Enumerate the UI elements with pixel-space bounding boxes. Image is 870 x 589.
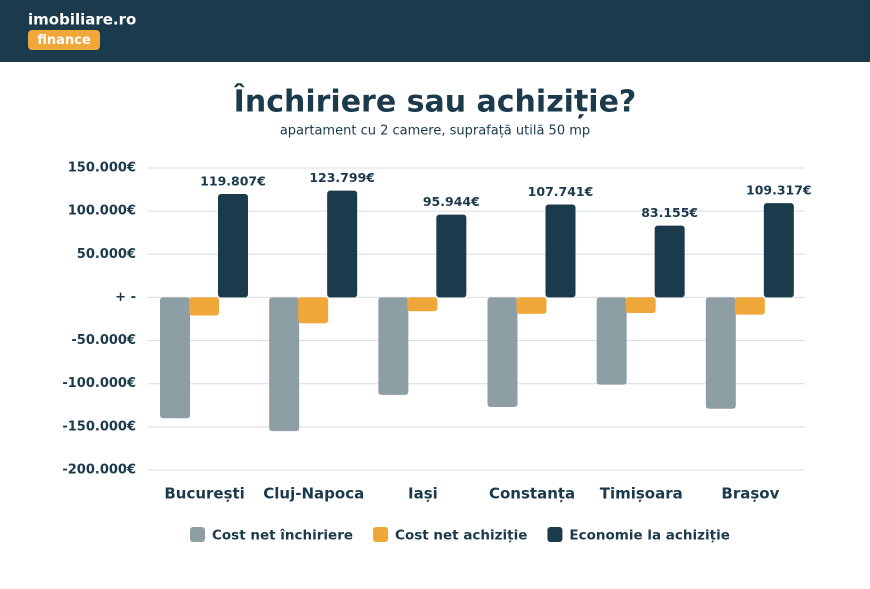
y-tick-label: -50.000€ <box>71 333 136 348</box>
x-tick-label: Iași <box>408 485 438 503</box>
bar <box>705 297 736 409</box>
bar <box>160 297 190 419</box>
value-label: 123.799€ <box>309 170 375 185</box>
logo: imobiliare.ro <box>28 11 136 29</box>
bar <box>654 225 685 298</box>
legend-swatch <box>547 527 563 542</box>
chart-subtitle: apartament cu 2 camere, suprafață utilă … <box>280 124 590 139</box>
value-label: 107.741€ <box>528 184 594 199</box>
bar <box>269 297 300 432</box>
bar <box>189 297 219 316</box>
y-tick-label: 150.000€ <box>68 161 136 176</box>
legend-label: Economie la achiziție <box>569 528 729 544</box>
badge: finance <box>37 33 91 48</box>
x-tick-label: Cluj-Napoca <box>263 485 364 503</box>
bar <box>596 297 627 385</box>
y-tick-label: -200.000€ <box>62 463 136 478</box>
chart-title: Închiriere sau achiziție? <box>234 84 637 120</box>
x-tick-label: București <box>164 485 245 503</box>
legend-label: Cost net închiriere <box>212 528 353 544</box>
x-tick-label: Brașov <box>721 485 779 503</box>
value-label: 109.317€ <box>746 183 812 198</box>
bar <box>545 204 576 298</box>
value-label: 119.807€ <box>200 174 266 189</box>
x-tick-label: Constanța <box>489 485 575 503</box>
badge-bg <box>28 30 100 50</box>
bar <box>298 297 329 324</box>
y-tick-label: -150.000€ <box>62 419 136 434</box>
legend-swatch <box>373 527 389 542</box>
bar <box>407 297 438 312</box>
x-tick-label: Timișoara <box>600 485 683 503</box>
y-tick-label: 50.000€ <box>77 247 136 262</box>
value-label: 83.155€ <box>641 205 698 220</box>
bar <box>516 297 547 314</box>
legend-swatch <box>190 527 205 542</box>
bar <box>218 194 248 298</box>
y-tick-label: 100.000€ <box>68 204 136 219</box>
bar <box>734 297 765 315</box>
y-tick-label: -100.000€ <box>62 376 136 391</box>
bar <box>763 203 794 298</box>
header-bar <box>0 0 870 62</box>
bar <box>436 214 467 298</box>
bar <box>327 190 358 298</box>
value-label: 95.944€ <box>423 194 480 209</box>
legend-label: Cost net achiziție <box>395 528 527 544</box>
bar <box>378 297 409 395</box>
y-tick-label: + - <box>115 290 136 305</box>
bar <box>487 297 518 408</box>
bar <box>625 297 656 313</box>
